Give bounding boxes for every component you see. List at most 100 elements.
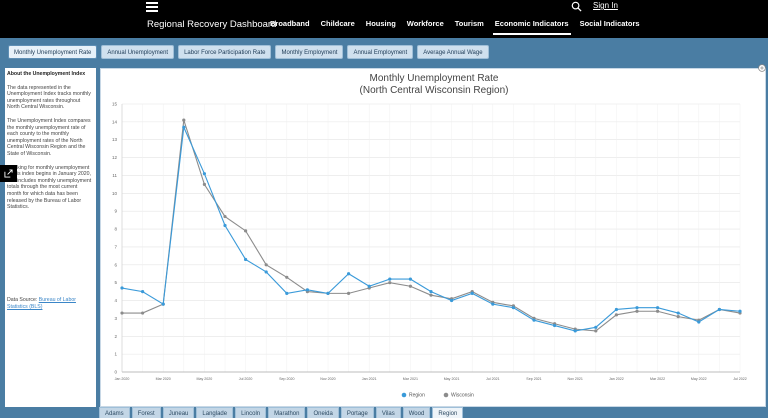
y-tick-label: 10 (112, 191, 118, 196)
nav-item-housing[interactable]: Housing (365, 19, 396, 28)
expand-icon[interactable] (758, 64, 766, 72)
data-point-region[interactable] (182, 125, 186, 129)
data-point-region[interactable] (141, 290, 145, 294)
data-point-region[interactable] (738, 309, 742, 313)
data-point-region[interactable] (656, 306, 660, 310)
tab-annual-employment[interactable]: Annual Employment (347, 45, 414, 59)
x-tick-label: Sep 2021 (526, 377, 541, 381)
data-point-region[interactable] (573, 329, 577, 333)
data-point-wisconsin[interactable] (429, 293, 433, 297)
nav-item-childcare[interactable]: Childcare (320, 19, 355, 28)
county-tab-lincoln[interactable]: Lincoln (235, 407, 267, 418)
data-point-wisconsin[interactable] (285, 275, 289, 279)
data-point-wisconsin[interactable] (635, 309, 639, 313)
indicator-tabs-strip: Monthly Unemployment Rate Annual Unemploy… (0, 38, 768, 65)
tab-labor-force-participation-rate[interactable]: Labor Force Participation Rate (178, 45, 272, 59)
data-point-region[interactable] (717, 307, 722, 312)
data-point-wisconsin[interactable] (264, 263, 268, 267)
x-tick-label: May 2021 (444, 377, 460, 381)
data-point-region[interactable] (408, 277, 412, 281)
nav-item-social-indicators[interactable]: Social Indicators (579, 19, 640, 28)
data-point-region[interactable] (594, 325, 598, 329)
legend-label-wisconsin[interactable]: Wisconsin (451, 393, 474, 399)
side-paragraph-1: The data represented in the Unemployment… (7, 84, 91, 111)
data-point-region[interactable] (491, 302, 495, 306)
x-tick-label: May 2020 (197, 377, 213, 381)
tab-annual-unemployment[interactable]: Annual Unemployment (101, 45, 175, 59)
legend-marker-region[interactable] (401, 392, 407, 398)
data-point-wisconsin[interactable] (141, 311, 145, 315)
main-nav: Broadband Childcare Housing Workforce Touris… (270, 19, 651, 35)
tab-average-annual-wage[interactable]: Average Annual Wage (417, 45, 489, 59)
sign-in-link[interactable]: Sign In (593, 1, 618, 10)
data-point-region[interactable] (532, 318, 536, 322)
chart-panel: Monthly Unemployment Rate (North Central… (96, 65, 768, 407)
side-panel: About the Unemployment Index The data re… (0, 65, 96, 407)
county-tab-langlade[interactable]: Langlade (196, 407, 234, 418)
data-point-wisconsin[interactable] (408, 284, 412, 288)
data-point-wisconsin[interactable] (676, 315, 680, 319)
y-tick-label: 9 (114, 209, 117, 214)
data-point-region[interactable] (305, 288, 309, 292)
data-point-wisconsin[interactable] (347, 291, 351, 295)
county-tab-portage[interactable]: Portage (340, 407, 374, 418)
data-point-region[interactable] (470, 291, 474, 295)
county-tab-juneau[interactable]: Juneau (162, 407, 195, 418)
tab-monthly-employment[interactable]: Monthly Employment (275, 45, 344, 59)
county-tab-wood[interactable]: Wood (402, 407, 431, 418)
data-point-region[interactable] (367, 284, 371, 288)
county-tab-region[interactable]: Region (432, 407, 464, 418)
data-point-wisconsin[interactable] (656, 309, 660, 313)
legend-marker-wisconsin[interactable] (443, 392, 449, 398)
nav-item-workforce[interactable]: Workforce (406, 19, 444, 28)
data-source-link[interactable]: Bureau of Labor Statistics (BLS) (7, 297, 76, 310)
data-point-region[interactable] (429, 290, 433, 294)
y-tick-label: 8 (114, 227, 117, 232)
data-point-region[interactable] (697, 320, 701, 324)
data-point-wisconsin[interactable] (202, 182, 206, 186)
header: Sign In Regional Recovery Dashboard Broa… (0, 0, 768, 38)
data-point-region[interactable] (635, 306, 639, 310)
data-point-region[interactable] (388, 277, 392, 281)
data-point-region[interactable] (285, 291, 289, 295)
y-tick-label: 1 (114, 352, 117, 357)
data-point-region[interactable] (553, 323, 557, 328)
data-point-wisconsin[interactable] (120, 311, 124, 315)
data-point-region[interactable] (264, 270, 268, 274)
county-tab-marathon[interactable]: Marathon (268, 407, 306, 418)
data-point-region[interactable] (223, 223, 227, 228)
data-point-wisconsin[interactable] (182, 118, 186, 122)
side-panel-title: About the Unemployment Index (7, 71, 86, 77)
data-point-region[interactable] (450, 298, 454, 303)
county-tab-forest[interactable]: Forest (131, 407, 161, 418)
data-point-wisconsin[interactable] (244, 229, 248, 233)
legend-label-region[interactable]: Region (409, 393, 425, 399)
tab-monthly-unemployment-rate[interactable]: Monthly Unemployment Rate (8, 45, 98, 59)
data-point-region[interactable] (676, 311, 680, 315)
data-point-region[interactable] (244, 257, 248, 262)
data-point-region[interactable] (202, 172, 206, 176)
data-point-wisconsin[interactable] (594, 329, 598, 333)
x-tick-label: Jul 2020 (239, 377, 253, 381)
data-point-region[interactable] (511, 306, 515, 310)
data-point-wisconsin[interactable] (388, 281, 392, 285)
search-icon[interactable] (571, 1, 582, 12)
nav-item-tourism[interactable]: Tourism (454, 19, 484, 28)
data-point-wisconsin[interactable] (223, 214, 227, 219)
data-point-region[interactable] (326, 291, 330, 295)
y-tick-label: 0 (114, 370, 117, 375)
data-point-wisconsin[interactable] (614, 313, 619, 317)
data-point-region[interactable] (347, 272, 351, 276)
county-tab-adams[interactable]: Adams (99, 407, 130, 418)
data-point-region[interactable] (161, 302, 165, 306)
nav-item-broadband[interactable]: Broadband (270, 19, 310, 28)
x-tick-label: Mar 2021 (403, 377, 418, 381)
county-tab-oneida[interactable]: Oneida (307, 407, 339, 418)
county-tab-vilas[interactable]: Vilas (375, 407, 401, 418)
hamburger-menu-icon[interactable] (146, 2, 158, 12)
share-button[interactable] (0, 165, 17, 182)
data-point-region[interactable] (120, 286, 124, 290)
data-point-region[interactable] (614, 307, 619, 312)
nav-item-economic-indicators[interactable]: Economic Indicators (492, 19, 571, 35)
